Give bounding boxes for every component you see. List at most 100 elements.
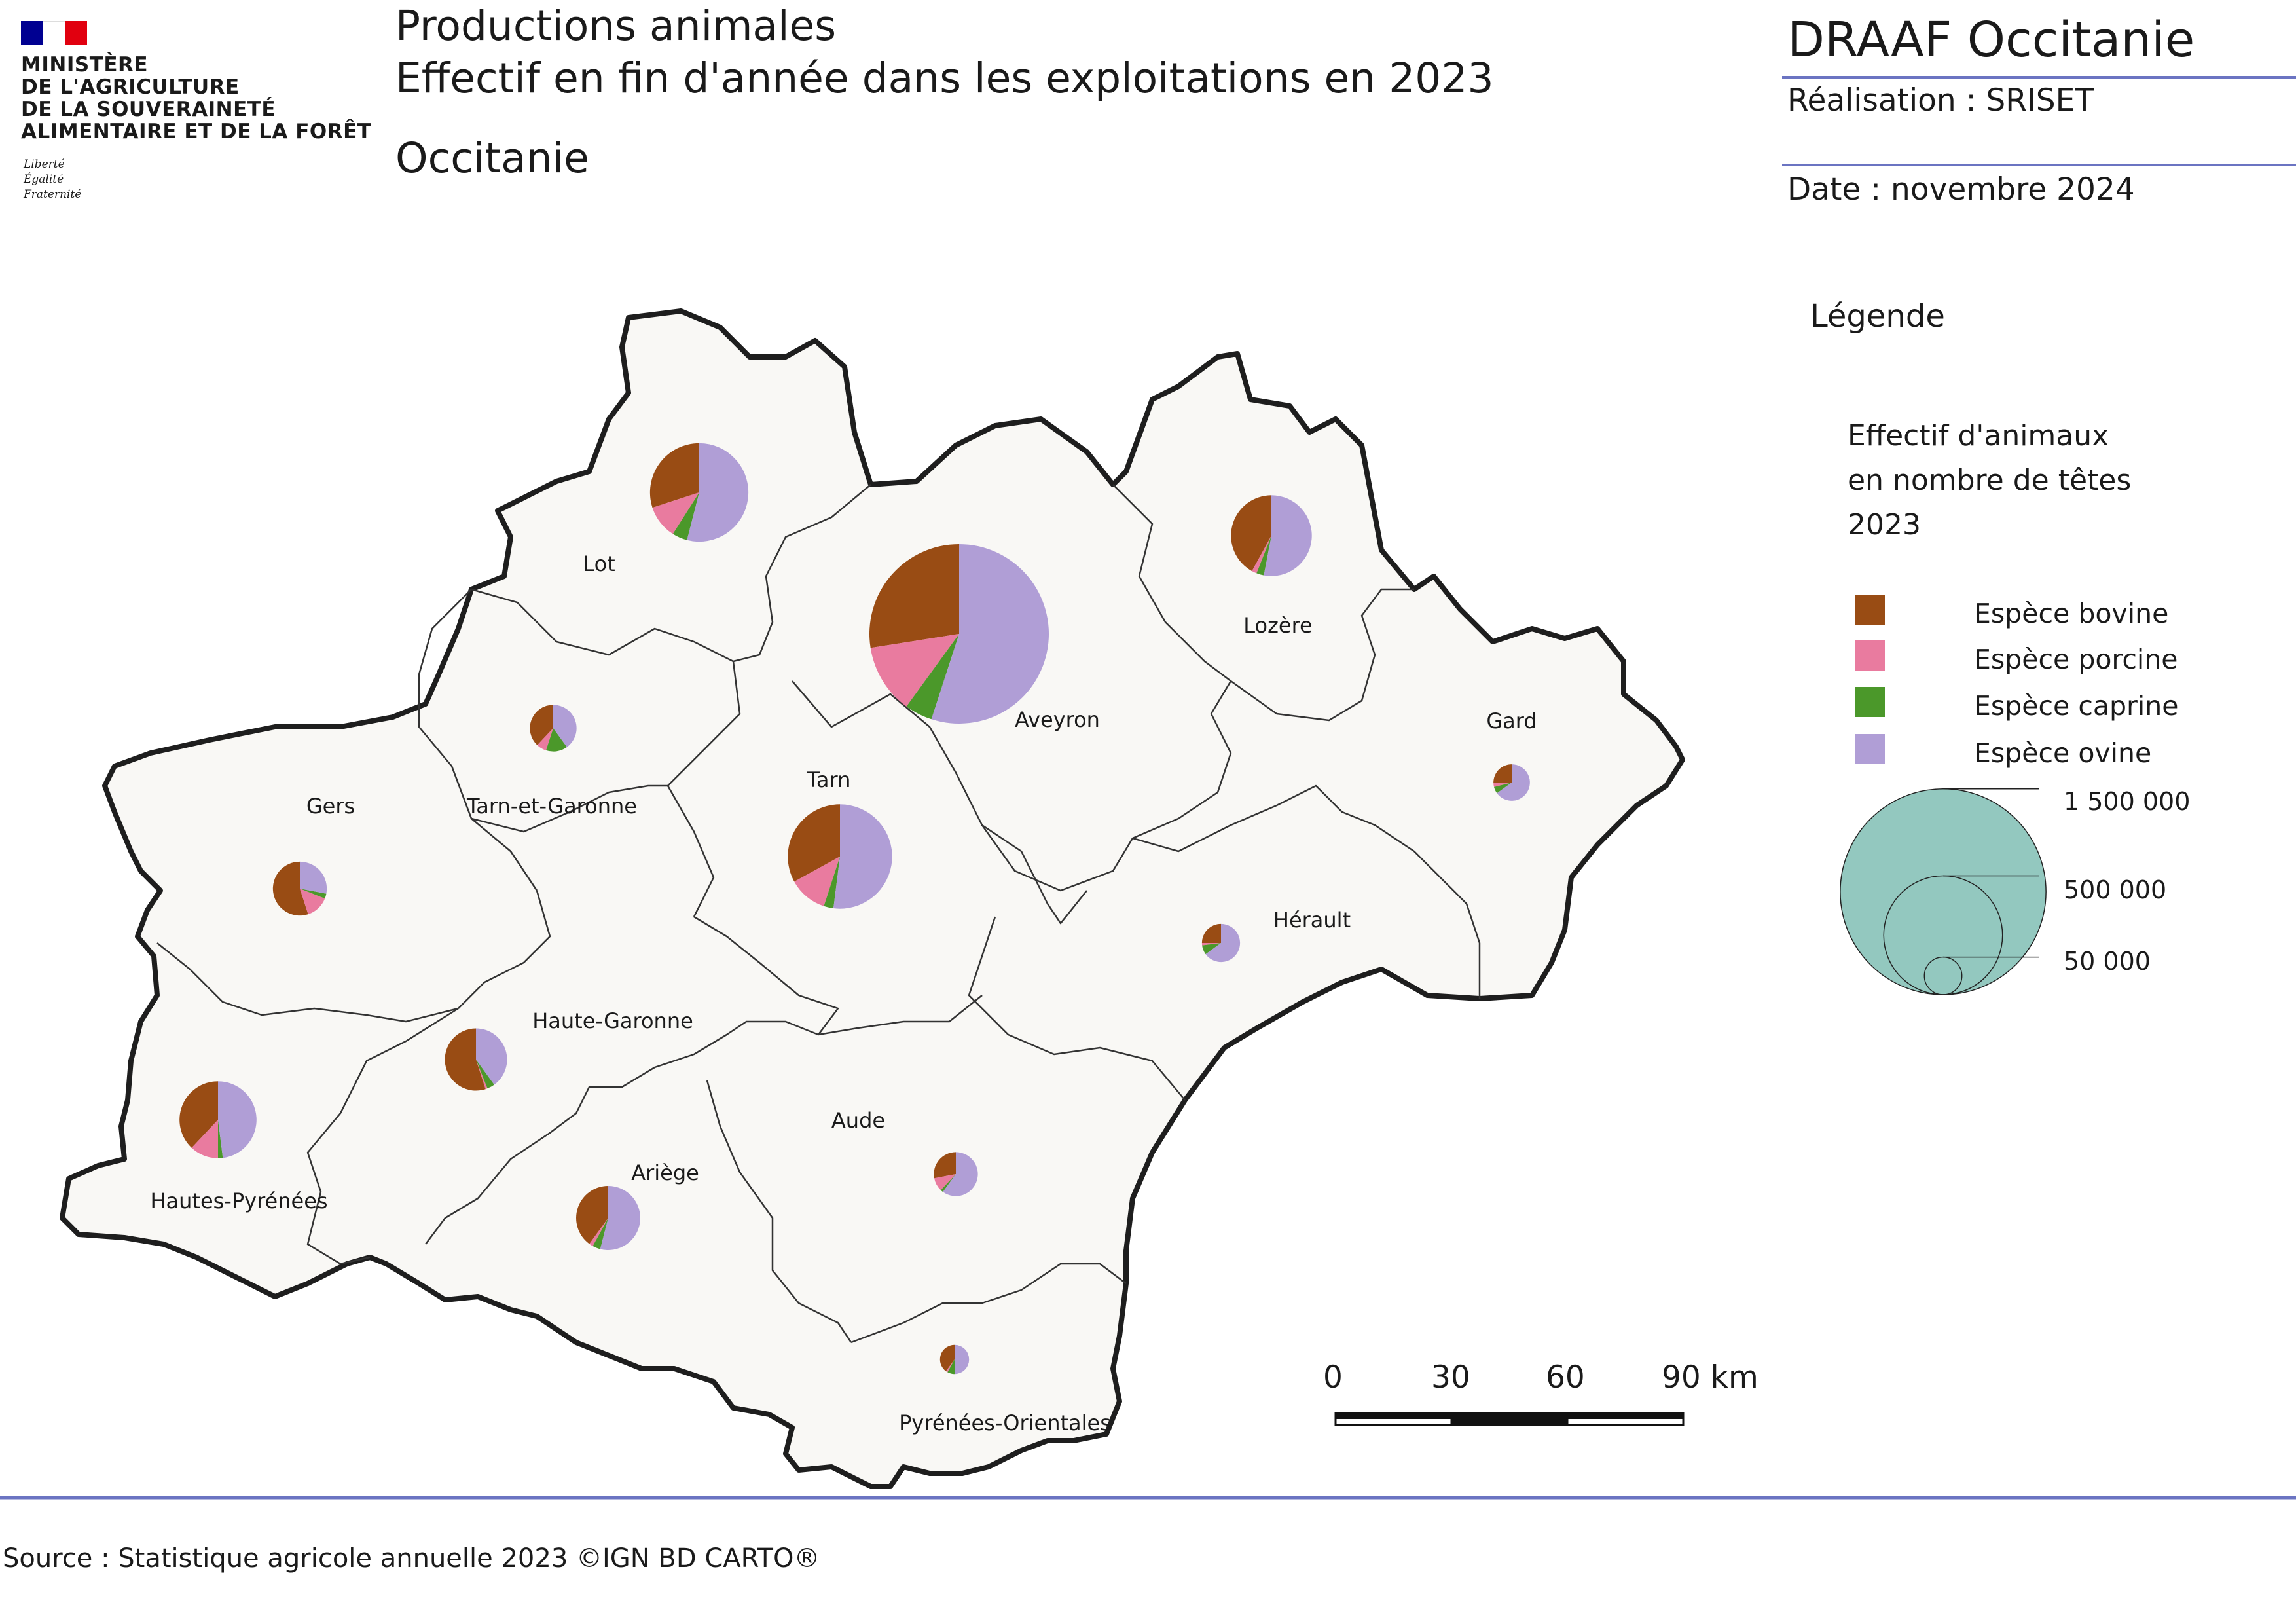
legend-subtitle: Effectif d'animaux en nombre de têtes 20…: [1848, 414, 2131, 547]
motto-line: Fraternité: [24, 188, 82, 201]
pie-slice-gard-caprine: [1494, 783, 1512, 794]
pie-slice-aude-bovine: [934, 1152, 956, 1179]
pie-slice-ariege-porcine: [589, 1218, 608, 1246]
dept-label-tarn-et-garonne: Tarn-et-Garonne: [466, 794, 637, 819]
ministry-name: MINISTÈRE DE L'AGRICULTURE DE LA SOUVERA…: [21, 54, 371, 143]
border-tarn-aude: [981, 824, 1087, 925]
prop-label-50000: 50 000: [2064, 947, 2151, 976]
pie-slice-tarn-et-garonne-porcine: [537, 728, 553, 750]
dept-label-ariege: Ariège: [631, 1160, 699, 1185]
pie-slice-lot-bovine: [649, 443, 699, 508]
pie-slice-aveyron-bovine: [869, 544, 959, 648]
pie-slice-herault-caprine: [1202, 943, 1221, 955]
pie-slice-gers-porcine: [300, 889, 325, 915]
flag-blue-stripe: [21, 21, 43, 45]
legend-swatch-porcine: [1855, 640, 1885, 671]
legend-subtitle-line: Effectif d'animaux: [1848, 419, 2109, 452]
region-fill: [60, 308, 1685, 1489]
pie-slice-lot-ovine: [687, 443, 749, 542]
border-lot-tarn-et-garonne: [471, 588, 734, 663]
border-lozere-gard: [1230, 588, 1414, 722]
border-aude-herault: [818, 995, 983, 1036]
pie-slice-pyrenees-orientales-bovine: [939, 1344, 955, 1371]
ministry-line: DE L'AGRICULTURE: [21, 75, 240, 99]
legend-label-ovine: Espèce ovine: [1974, 737, 2152, 769]
pie-slice-ariege-ovine: [600, 1186, 640, 1250]
dept-label-tarn: Tarn: [807, 767, 851, 792]
pie-slice-hautes-pyrenees-bovine: [179, 1081, 218, 1148]
pie-slice-tarn-bovine: [788, 804, 840, 882]
pie-slice-gard-bovine: [1493, 764, 1512, 783]
border-haute-garonne-tarn: [693, 915, 839, 1035]
pie-slice-gard-porcine: [1493, 783, 1512, 787]
legend-label-bovine: Espèce bovine: [1974, 598, 2169, 629]
ministry-line: ALIMENTAIRE ET DE LA FORÊT: [21, 120, 372, 143]
pie-slice-pyrenees-orientales-porcine: [945, 1359, 955, 1373]
dept-label-haute-garonne: Haute-Garonne: [532, 1008, 693, 1033]
pie-slice-pyrenees-orientales-ovine: [955, 1344, 970, 1375]
border-hautes-pyrenees-haute-garonne: [306, 1007, 459, 1265]
pie-slice-aveyron-caprine: [906, 634, 959, 720]
flag-white-stripe: [43, 21, 65, 45]
pie-slice-herault-porcine: [1201, 943, 1221, 946]
legend-label-porcine: Espèce porcine: [1974, 644, 2178, 675]
department-labels: Lot Aveyron Lozère Tarn-et-Garonne Tarn …: [150, 551, 1537, 1435]
border-aveyron-lozere: [1112, 484, 1231, 682]
prop-circle-1500000: [1840, 788, 2047, 995]
pie-slice-herault-bovine: [1201, 923, 1221, 943]
realisation-credit: Réalisation : SRISET: [1787, 83, 2094, 119]
legend-swatch-ovine: [1855, 734, 1885, 764]
pie-slice-lozere-bovine: [1231, 495, 1271, 572]
divider: [1782, 164, 2296, 166]
pie-slice-tarn-et-garonne-ovine: [553, 705, 577, 747]
dept-label-hautes-pyrenees: Hautes-Pyrénées: [150, 1189, 327, 1213]
legend-title: Légende: [1810, 298, 1945, 335]
border-haute-garonne-ariege: [425, 1020, 747, 1245]
region-outline: [60, 308, 1685, 1489]
ministry-line: DE LA SOUVERAINETÉ: [21, 98, 276, 121]
scale-label-30: 30: [1431, 1359, 1470, 1395]
date-label: Date : novembre 2024: [1787, 172, 2135, 208]
legend-swatch-caprine: [1855, 687, 1885, 717]
border-aude-pyrenees-orientales: [850, 1263, 1127, 1344]
pie-slice-lot-caprine: [672, 492, 699, 540]
dept-label-gard: Gard: [1486, 709, 1537, 733]
pie-slice-gers-caprine: [300, 889, 327, 899]
legend-swatch-bovine: [1855, 595, 1885, 625]
border-tarn-et-garonne-haute-garonne: [471, 784, 668, 833]
pie-slice-herault-ovine: [1205, 923, 1241, 963]
pie-slice-hautes-pyrenees-ovine: [218, 1081, 257, 1158]
map-title: Productions animales Effectif en fin d'a…: [395, 0, 1494, 105]
pie-slice-haute-garonne-bovine: [445, 1028, 486, 1091]
dept-label-pyrenees-orientales: Pyrénées-Orientales: [899, 1411, 1111, 1435]
pie-slice-haute-garonne-ovine: [476, 1028, 507, 1085]
pie-slice-haute-garonne-caprine: [476, 1060, 494, 1089]
pies-layer: [179, 443, 1530, 1375]
organization-name: DRAAF Occitanie: [1787, 12, 2195, 68]
pie-slice-gers-bovine: [272, 861, 308, 916]
dept-label-lot: Lot: [583, 551, 615, 576]
pie-slice-aveyron-ovine: [931, 544, 1049, 724]
scale-label-60: 60: [1546, 1359, 1585, 1395]
motto-line: Liberté: [24, 158, 65, 171]
pie-slice-gers-ovine: [300, 861, 327, 894]
pie-slice-lozere-caprine: [1256, 536, 1271, 576]
department-borders: [156, 484, 1481, 1344]
pie-slice-lozere-ovine: [1264, 495, 1312, 576]
ministry-line: MINISTÈRE: [21, 53, 149, 77]
scale-label-90km: 90 km: [1662, 1359, 1758, 1395]
marianne-flag-logo: [21, 21, 88, 45]
legend-label-caprine: Espèce caprine: [1974, 690, 2179, 722]
pie-slice-aude-ovine: [943, 1152, 978, 1196]
border-lot-aveyron: [733, 484, 871, 663]
pie-slice-haute-garonne-porcine: [476, 1060, 488, 1090]
border-tarn-herault: [968, 916, 1186, 1101]
republic-motto: Liberté Égalité Fraternité: [24, 157, 81, 202]
source-credit: Source : Statistique agricole annuelle 2…: [3, 1543, 820, 1574]
border-aveyron-tarn: [792, 680, 1134, 892]
prop-label-1500000: 1 500 000: [2064, 787, 2191, 816]
legend-subtitle-line: en nombre de têtes: [1848, 464, 2132, 497]
dept-label-aude: Aude: [831, 1108, 885, 1133]
scale-segment: [1336, 1413, 1683, 1419]
